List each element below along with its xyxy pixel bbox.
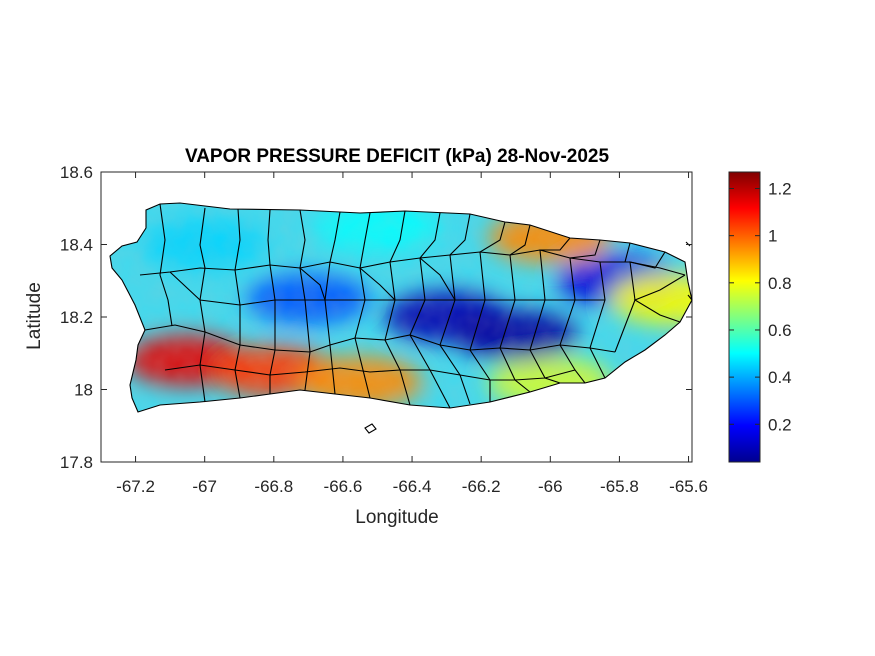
x-tick-label: -66.4 [393,477,432,496]
x-tick-label: -67.2 [116,477,155,496]
x-tick-label: -65.8 [600,477,639,496]
x-axis: -67.2 -67 -66.8 -66.6 -66.4 -66.2 -66 -65.8 -65.… [116,172,708,496]
colorbar-tick-label: 0.4 [768,368,792,387]
y-axis: 17.8 18 18.2 18.4 18.6 [60,163,692,472]
x-tick-label: -67 [192,477,217,496]
y-tick-label: 18.4 [60,236,93,255]
y-tick-label: 17.8 [60,453,93,472]
y-tick-label: 18.2 [60,308,93,327]
colorbar [728,171,761,463]
colorbar-tick-label: 0.8 [768,274,792,293]
x-tick-label: -66 [538,477,563,496]
colorbar-tick-label: 0.2 [768,415,792,434]
x-tick-label: -65.6 [669,477,708,496]
chart-title: VAPOR PRESSURE DEFICIT (kPa) 28-Nov-2025 [185,146,610,167]
x-axis-label: Longitude [355,507,438,528]
y-tick-label: 18 [74,381,93,400]
y-tick-label: 18.6 [60,163,93,182]
x-tick-label: -66.2 [462,477,501,496]
x-tick-label: -66.6 [324,477,363,496]
municipality-boundaries [109,202,693,413]
x-tick-label: -66.8 [254,477,293,496]
colorbar-tick-label: 1 [768,227,777,246]
colorbar-ticks: 0.2 0.4 0.6 0.8 1 1.2 [729,180,792,434]
colorbar-tick-label: 0.6 [768,321,792,340]
colorbar-tick-label: 1.2 [768,180,792,199]
y-axis-label: Latitude [24,282,45,350]
